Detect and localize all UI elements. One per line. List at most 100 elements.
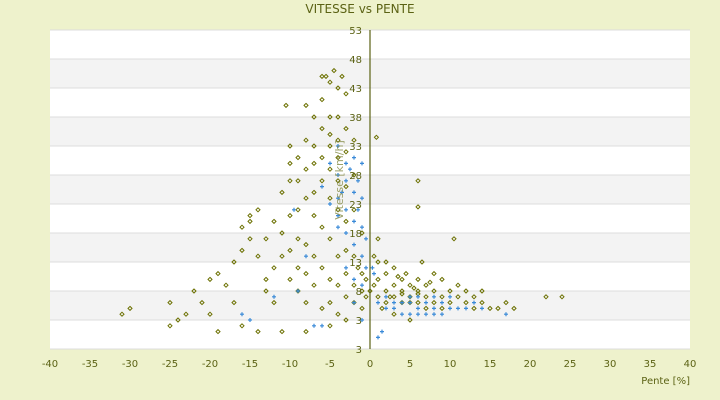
data-point-diamond (351, 137, 357, 143)
x-tick-label: 10 (444, 359, 457, 370)
data-point-diamond (383, 288, 389, 294)
y-tick-label: 3 (356, 316, 362, 327)
data-point-diamond (447, 288, 453, 294)
chart-title: VITESSE vs PENTE (305, 2, 415, 16)
data-point-diamond (287, 178, 293, 184)
data-point-diamond (359, 288, 365, 294)
data-point-diamond (283, 102, 289, 109)
data-point-diamond (419, 259, 425, 265)
data-point-diamond (423, 282, 429, 288)
data-point-plus (416, 306, 420, 311)
data-point-plus (480, 306, 484, 311)
data-point-diamond (471, 305, 477, 312)
data-point-diamond (375, 259, 381, 265)
data-point-diamond (487, 305, 493, 312)
data-point-plus (328, 161, 332, 166)
y-tick-label: 28 (349, 171, 362, 182)
data-point-diamond (327, 79, 333, 85)
data-point-diamond (335, 207, 341, 213)
data-point-plus (408, 294, 412, 299)
data-point-diamond (319, 305, 325, 312)
data-point-plus (344, 178, 348, 183)
data-point-diamond (255, 328, 261, 335)
x-tick-label: 0 (367, 359, 373, 370)
data-point-diamond (303, 102, 309, 109)
data-point-diamond (343, 247, 349, 254)
data-point-plus (240, 312, 244, 317)
data-point-plus (408, 300, 412, 305)
y-tick-label: 53 (349, 26, 362, 37)
data-point-diamond (319, 265, 325, 271)
data-point-diamond (463, 299, 469, 306)
data-point-plus (344, 207, 348, 212)
data-point-diamond (327, 195, 333, 201)
data-point-diamond (327, 114, 333, 120)
data-point-diamond (191, 288, 197, 294)
data-point-diamond (439, 305, 445, 312)
data-point-plus (336, 225, 340, 230)
data-point-diamond (239, 247, 245, 254)
data-point-diamond (415, 288, 421, 294)
x-tick-label: 15 (484, 359, 497, 370)
data-point-diamond (415, 299, 421, 306)
data-point-plus (400, 300, 404, 305)
data-point-plus (464, 306, 468, 311)
data-point-diamond (303, 241, 309, 248)
data-point-plus (392, 300, 396, 305)
y-tick-label: 38 (349, 113, 362, 124)
data-point-plus (352, 242, 356, 247)
data-point-diamond (559, 294, 565, 300)
data-point-diamond (119, 311, 125, 317)
data-point-diamond (319, 125, 325, 132)
data-point-diamond (479, 299, 485, 306)
data-point-diamond (231, 299, 237, 306)
data-point-diamond (327, 323, 333, 329)
data-point-plus (352, 219, 356, 224)
data-point-plus (320, 323, 324, 328)
data-point-plus (360, 161, 364, 166)
data-point-diamond (271, 265, 277, 271)
x-tick-label: -35 (82, 359, 98, 370)
data-point-diamond (343, 294, 349, 300)
data-point-diamond (359, 270, 365, 277)
y-tick-label: 23 (349, 200, 362, 211)
data-point-diamond (391, 311, 397, 317)
data-point-diamond (279, 253, 285, 259)
data-point-diamond (373, 134, 380, 141)
data-point-diamond (255, 253, 261, 259)
data-point-diamond (167, 323, 173, 329)
data-point-plus (472, 300, 476, 305)
x-tick-label: -40 (42, 359, 58, 370)
data-point-diamond (323, 73, 329, 80)
data-point-diamond (327, 236, 333, 242)
data-point-diamond (311, 189, 317, 196)
data-point-diamond (427, 279, 433, 286)
data-point-diamond (455, 294, 461, 300)
data-point-diamond (287, 143, 293, 149)
data-point-diamond (279, 189, 285, 196)
data-point-plus (456, 306, 460, 311)
data-point-diamond (247, 236, 253, 242)
data-point-plus (424, 312, 428, 317)
data-point-diamond (279, 230, 285, 236)
data-point-plus (448, 294, 452, 299)
data-point-diamond (423, 305, 429, 312)
data-point-plus (432, 306, 436, 311)
data-point-plus (380, 329, 384, 334)
data-point-diamond (207, 311, 213, 317)
data-point-diamond (319, 154, 325, 161)
data-point-diamond (375, 276, 381, 283)
data-point-plus (360, 283, 364, 288)
y-tick-label: 8 (356, 287, 362, 298)
y-tick-label: 13 (349, 258, 362, 269)
data-point-diamond (239, 323, 245, 329)
data-point-diamond (167, 299, 173, 306)
data-point-diamond (395, 273, 401, 280)
data-point-diamond (335, 114, 341, 120)
data-point-diamond (303, 195, 309, 201)
data-point-plus (352, 190, 356, 195)
data-point-plus (364, 236, 368, 241)
data-point-diamond (303, 299, 309, 306)
data-point-diamond (247, 218, 253, 225)
data-point-plus (360, 254, 364, 259)
